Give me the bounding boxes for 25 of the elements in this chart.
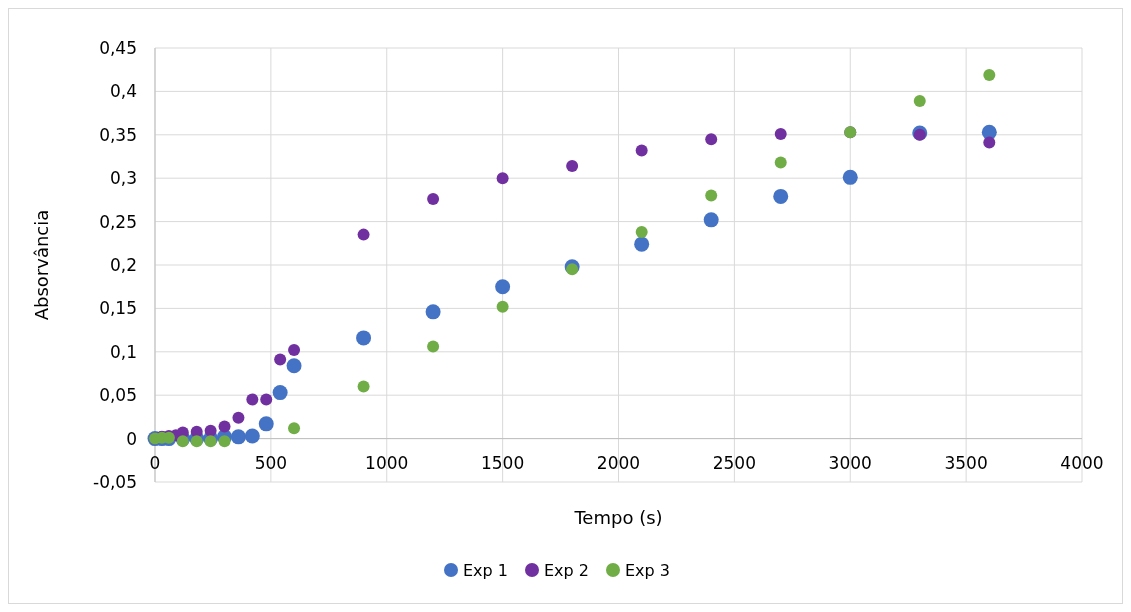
x-axis-title: Tempo (s) — [573, 507, 663, 528]
x-tick-label: 2500 — [712, 452, 757, 473]
x-tick-label: 0 — [149, 452, 161, 473]
y-tick-label: 0,4 — [109, 81, 137, 102]
legend-label: Exp 2 — [544, 560, 589, 580]
legend-label: Exp 1 — [463, 560, 508, 580]
x-tick-label: 2000 — [596, 452, 641, 473]
y-tick-label: -0,05 — [93, 471, 137, 492]
y-tick-label: 0,35 — [99, 124, 137, 145]
y-tick-label: 0 — [126, 428, 137, 449]
x-tick-label: 1500 — [480, 452, 525, 473]
y-tick-label: 0,45 — [99, 37, 137, 58]
x-tick-label: 500 — [254, 452, 288, 473]
legend-label: Exp 3 — [625, 560, 670, 580]
x-tick-label: 3000 — [828, 452, 872, 473]
x-tick-label: 4000 — [1060, 452, 1104, 473]
y-tick-label: 0,3 — [109, 168, 137, 189]
y-tick-label: 0,2 — [109, 254, 137, 275]
y-tick-label: 0,1 — [109, 341, 137, 362]
y-tick-label: 0,05 — [99, 385, 137, 406]
y-axis-title: Absorvância — [31, 209, 52, 321]
x-tick-label: 3500 — [944, 452, 988, 473]
y-tick-label: 0,25 — [99, 211, 137, 232]
x-tick-label: 1000 — [365, 452, 409, 473]
y-tick-label: 0,15 — [99, 298, 137, 319]
